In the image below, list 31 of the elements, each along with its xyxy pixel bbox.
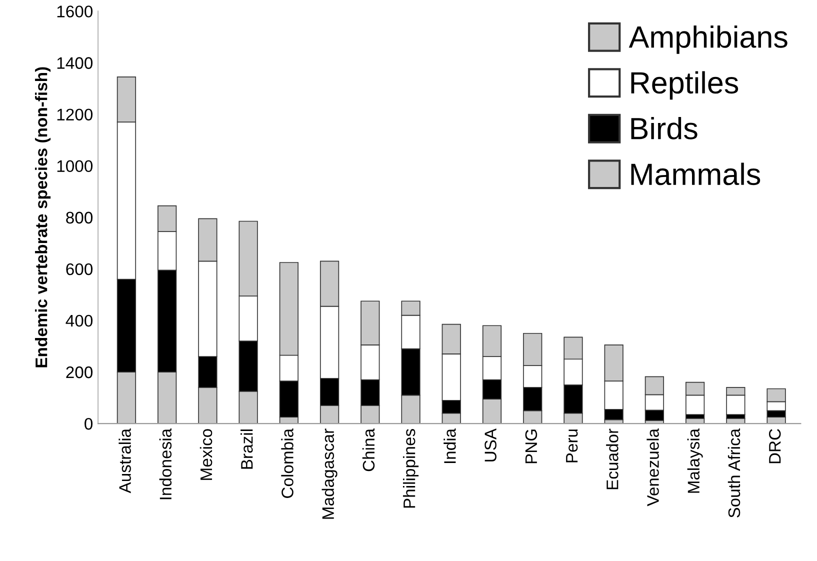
x-tick-label: Brazil bbox=[240, 430, 253, 469]
x-tick-label: DRC bbox=[768, 429, 781, 464]
y-tick-label: 1400 bbox=[57, 57, 93, 69]
x-tick-label: Madagascar bbox=[322, 428, 338, 519]
y-tick-label: 0 bbox=[84, 418, 93, 430]
legend-label: Reptiles bbox=[631, 71, 738, 100]
x-tick-label: China bbox=[362, 428, 375, 472]
y-tick-label: 400 bbox=[66, 314, 93, 327]
x-tick-label: Venezuela bbox=[646, 428, 659, 506]
x-tick-label: Colombia bbox=[281, 428, 294, 498]
y-tick-label: 600 bbox=[66, 263, 93, 276]
x-tick-label: India bbox=[444, 428, 456, 464]
x-tick-label: USA bbox=[484, 428, 496, 462]
y-tick-label: 1200 bbox=[57, 108, 93, 121]
y-tick-label: 1000 bbox=[57, 160, 93, 172]
x-tick-label: Ecuador bbox=[606, 428, 618, 490]
x-tick-label: Philippines bbox=[403, 429, 419, 508]
legend-label: Birds bbox=[631, 116, 698, 140]
legend-label: Mammals bbox=[631, 162, 760, 186]
y-axis-title: Endemic vertebrate species (non-fish) bbox=[35, 67, 51, 368]
x-tick-label: Peru bbox=[566, 430, 578, 462]
y-tick-label: 800 bbox=[66, 212, 93, 224]
x-tick-label: PNG bbox=[525, 430, 538, 464]
legend-label: Amphibians bbox=[628, 25, 788, 54]
y-tick-label: 200 bbox=[66, 366, 93, 378]
x-tick-label: South Africa bbox=[728, 428, 740, 518]
x-tick-label: Indonesia bbox=[159, 428, 172, 500]
x-tick-label: Mexico bbox=[200, 429, 212, 480]
x-tick-label: Australia bbox=[118, 428, 131, 494]
x-tick-label: Malaysia bbox=[687, 428, 703, 493]
y-tick-label: 1600 bbox=[57, 6, 93, 18]
